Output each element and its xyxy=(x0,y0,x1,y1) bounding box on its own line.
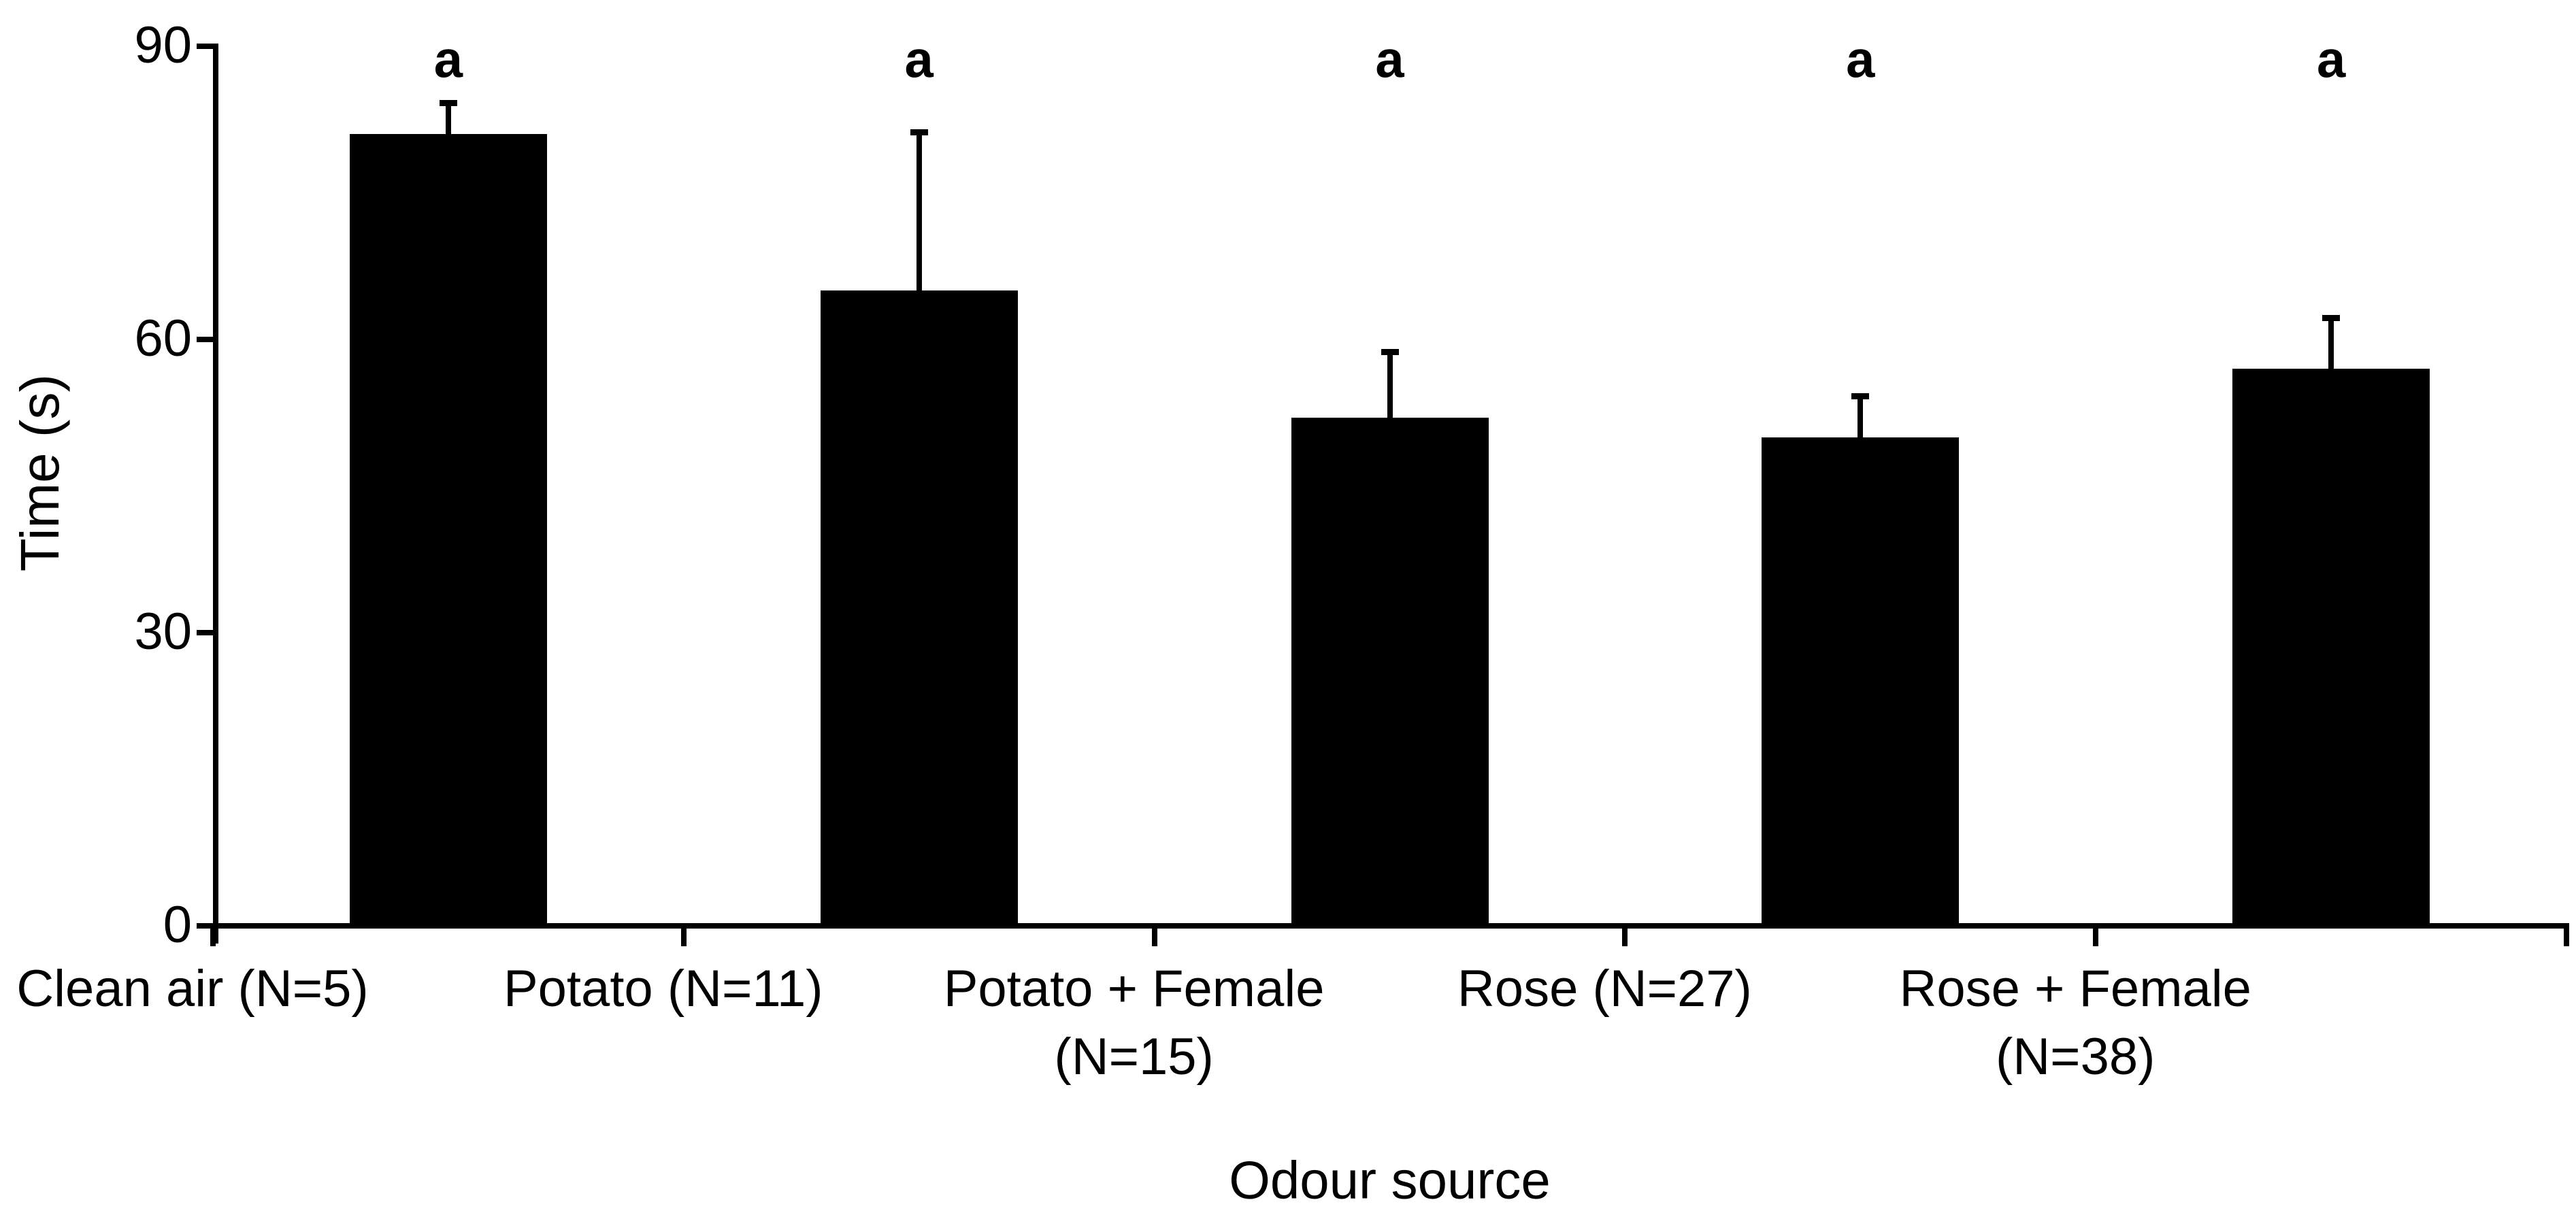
error-bar-cap xyxy=(1381,349,1399,356)
sig-letter: a xyxy=(1375,31,1404,89)
sig-letter: a xyxy=(433,31,463,89)
error-bar xyxy=(916,129,922,291)
y-tick-label: 60 xyxy=(134,309,192,367)
category-label: Rose (N=27) xyxy=(1457,960,1752,1018)
error-bar-cap xyxy=(1851,393,1870,400)
error-bar-cap xyxy=(439,100,457,107)
category-label: Rose + Female (N=38) xyxy=(1899,960,2251,1086)
x-tick xyxy=(210,923,216,946)
y-tick-label: 0 xyxy=(163,895,192,954)
x-axis-title: Odour source xyxy=(1229,1150,1551,1210)
x-tick xyxy=(1622,923,1628,946)
x-tick xyxy=(2564,923,2569,946)
y-tick xyxy=(197,630,213,635)
bar xyxy=(1291,417,1489,926)
error-bar-cap xyxy=(2322,315,2341,322)
error-bar xyxy=(1387,349,1393,418)
bar xyxy=(820,290,1018,926)
error-bar xyxy=(1857,393,1864,437)
category-label: Potato (N=11) xyxy=(503,960,823,1018)
y-tick xyxy=(197,923,213,929)
category-label: Clean air (N=5) xyxy=(16,960,369,1018)
bar xyxy=(349,134,547,926)
sig-letter: a xyxy=(2316,31,2346,89)
y-axis-line xyxy=(213,44,218,944)
bar xyxy=(2232,369,2430,926)
error-bar xyxy=(445,100,451,135)
y-tick-label: 30 xyxy=(134,602,192,661)
y-tick xyxy=(197,337,213,342)
x-axis-line xyxy=(213,923,2569,929)
x-tick xyxy=(1151,923,1157,946)
x-tick xyxy=(2093,923,2099,946)
bar xyxy=(1762,437,1960,926)
y-tick xyxy=(197,44,213,49)
error-bar xyxy=(2328,315,2334,369)
sig-letter: a xyxy=(1846,31,1875,89)
y-tick-label: 90 xyxy=(134,16,192,74)
category-label: Potato + Female (N=15) xyxy=(943,960,1325,1086)
error-bar-cap xyxy=(910,129,928,136)
x-tick xyxy=(680,923,687,946)
sig-letter: a xyxy=(904,31,934,89)
y-axis-title: Time (s) xyxy=(10,373,70,572)
